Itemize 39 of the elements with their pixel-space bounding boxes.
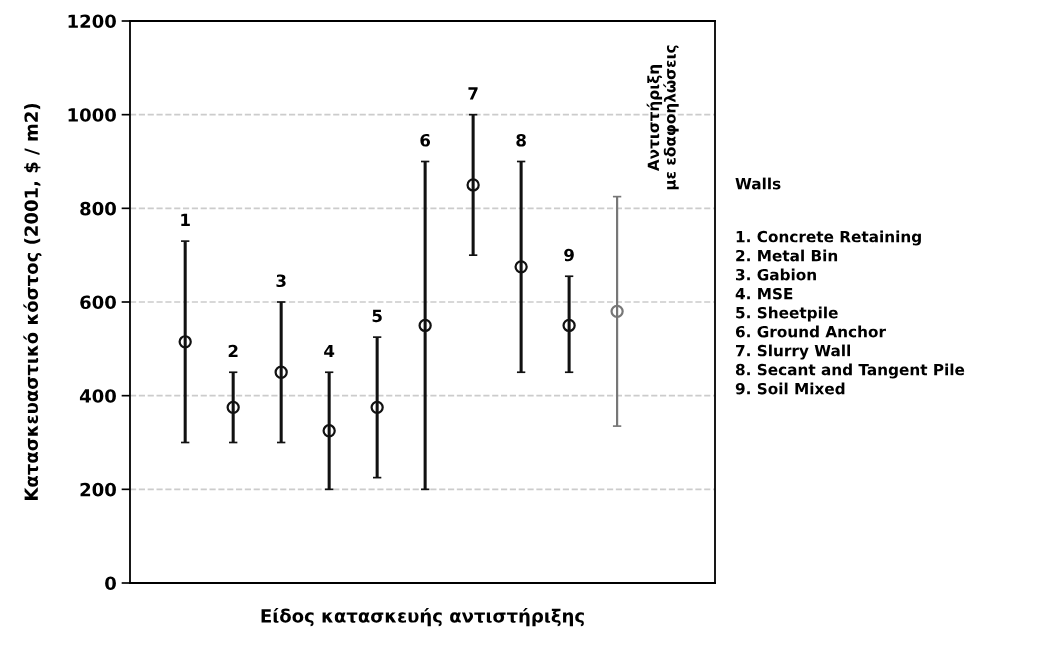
text: 2. Metal Bin	[736, 249, 838, 262]
x-tick-label: 4	[324, 344, 335, 358]
point	[562, 318, 576, 333]
y-tick-label: 600	[80, 295, 116, 310]
point	[274, 365, 288, 379]
text: 3. Gabion	[736, 268, 816, 281]
x-tick-label: 9	[564, 248, 574, 262]
y-tick-label: 1000	[68, 108, 116, 122]
text: Αντιστήριξη με εδαφοηλώσεις	[646, 45, 679, 190]
y-axis-title: Κατασκευαστικό κόστος (2001, $ / m2)	[23, 103, 42, 500]
x-tick-label: 2	[228, 344, 238, 358]
point	[466, 178, 480, 192]
point	[418, 318, 432, 333]
y-tick-label: 0	[105, 576, 116, 591]
y-tick-label: 400	[79, 389, 116, 403]
y-tick-label: 800	[80, 201, 116, 216]
x-tick-label: 3	[276, 274, 286, 288]
point	[370, 400, 384, 415]
point	[226, 400, 240, 415]
x-tick-label: 7	[468, 87, 478, 100]
y-tick-label: 1200	[68, 14, 116, 29]
text: 5. Sheetpile	[736, 306, 838, 322]
point	[514, 260, 528, 274]
text: 9. Soil Mixed	[735, 382, 845, 395]
x-tick-label: 8	[516, 133, 526, 147]
text: 6. Ground Anchor	[735, 325, 886, 338]
text: Walls	[735, 177, 781, 190]
point	[610, 304, 624, 319]
point	[322, 424, 336, 438]
x-axis-title: Είδος κατασκευής αντιστήριξης	[261, 608, 584, 627]
text: 4. MSE	[735, 287, 793, 300]
text: 7. Slurry Wall	[736, 344, 851, 360]
point	[178, 335, 192, 349]
x-tick-label: 5	[372, 309, 382, 323]
x-tick-label: 6	[420, 133, 431, 147]
x-tick-label: 1	[181, 213, 190, 226]
text: 1. Concrete Retaining	[736, 230, 921, 246]
text: 8. Secant and Tangent Pile	[735, 363, 965, 379]
y-tick-label: 200	[80, 482, 116, 497]
